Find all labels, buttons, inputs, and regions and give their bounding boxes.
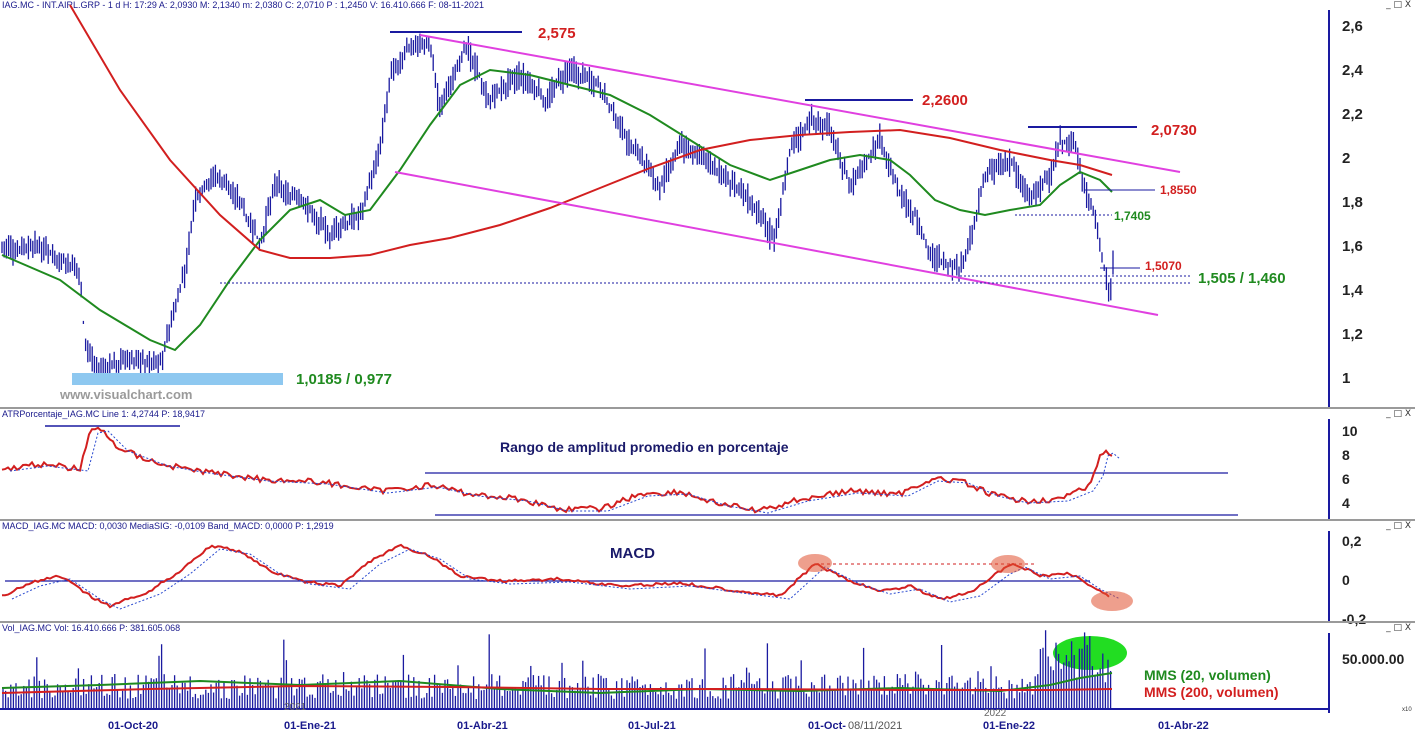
atr-chart-svg	[1, 425, 1238, 516]
ytick-1-2: 1,2	[1342, 326, 1363, 343]
macd-layer	[1, 543, 1133, 611]
price-header: IAG.MC - INT.AIRL.GRP - 1 d H: 17:29 A: …	[2, 0, 484, 10]
ytick-1-8: 1,8	[1342, 194, 1363, 211]
atr-layer	[1, 425, 1238, 516]
volume-ytick: 50.000.00	[1342, 651, 1405, 667]
atr-ytick-10: 10	[1342, 423, 1358, 439]
macd-window-controls[interactable]: _ □ X	[1386, 521, 1411, 531]
label-15070: 1,5070	[1145, 259, 1182, 273]
channel-upper	[419, 34, 1181, 173]
legend-mms-200: MMS (200, volumen)	[1144, 684, 1279, 700]
volume-layer	[0, 630, 1328, 710]
atr-ytick-6: 6	[1342, 471, 1350, 487]
label-20730: 2,0730	[1151, 122, 1197, 139]
year-mark-2021: 2021	[284, 702, 307, 713]
volume-chart-svg	[0, 630, 1328, 710]
xlabel-date: 08/11/2021	[848, 720, 903, 732]
ytick-1-6: 1,6	[1342, 238, 1363, 255]
xlabel-oct-21: 01-Oct-	[808, 720, 846, 732]
price-chart-svg	[1, 4, 1190, 385]
label-22600: 2,2600	[922, 92, 968, 109]
volume-window-controls[interactable]: _ □ X	[1386, 623, 1411, 633]
macd-peak-highlight	[798, 554, 832, 572]
panel-separator[interactable]	[0, 621, 1415, 623]
ytick-2: 2	[1342, 150, 1351, 167]
panel-separator[interactable]	[0, 407, 1415, 409]
low-support-zone	[72, 373, 283, 385]
macd-line	[1, 543, 1110, 609]
volume-ma-20	[1, 672, 1113, 695]
label-17405: 1,7405	[1114, 209, 1151, 223]
macd-ytick-0: 0	[1342, 572, 1350, 588]
ma-long-line	[69, 4, 1113, 259]
atr-ytick-8: 8	[1342, 447, 1350, 463]
ma-short-line	[1, 68, 1113, 352]
ytick-2-2: 2,2	[1342, 106, 1363, 123]
volume-corner: x10	[1402, 707, 1412, 713]
xlabel-abr-22: 01-Abr-22	[1158, 720, 1209, 732]
atr-panel[interactable]: ATRPorcentaje_IAG.MC Line 1: 4,2744 P: 1…	[0, 409, 1415, 519]
atr-y-axis: 10 8 6 4	[1328, 419, 1415, 519]
macd-header: MACD_IAG.MC MACD: 0,0030 MediaSIG: -0,01…	[2, 521, 334, 531]
macd-signal-line	[11, 548, 1121, 610]
ytick-1: 1	[1342, 370, 1351, 387]
volume-header: Vol_IAG.MC Vol: 16.410.666 P: 381.605.06…	[2, 623, 181, 633]
ytick-2-4: 2,4	[1342, 62, 1363, 79]
macd-chart-svg	[1, 543, 1133, 611]
label-18550: 1,8550	[1160, 183, 1197, 197]
macd-title: MACD	[610, 545, 655, 562]
volume-panel[interactable]: Vol_IAG.MC Vol: 16.410.666 P: 381.605.06…	[0, 623, 1415, 731]
channel-lower	[394, 171, 1159, 316]
price-layer	[1, 4, 1190, 385]
volume-y-axis: 50.000.00	[1328, 633, 1415, 713]
xlabel-oct-20: 01-Oct-20	[108, 720, 159, 732]
price-window-controls[interactable]: _ □ X	[1386, 0, 1411, 10]
xlabel-jul-21: 01-Jul-21	[628, 720, 676, 732]
label-support: 1,505 / 1,460	[1198, 270, 1286, 287]
panel-separator[interactable]	[0, 519, 1415, 521]
label-2575: 2,575	[538, 25, 576, 42]
macd-peak-highlight	[991, 555, 1025, 573]
atr-line	[1, 426, 1113, 514]
atr-ytick-4: 4	[1342, 495, 1350, 511]
macd-y-axis: 0,2 0 -0,2	[1328, 531, 1415, 627]
macd-ytick-neg-0-2: -0,2	[1342, 611, 1367, 627]
ytick-1-4: 1,4	[1342, 282, 1363, 299]
atr-header: ATRPorcentaje_IAG.MC Line 1: 4,2744 P: 1…	[2, 409, 205, 419]
macd-panel[interactable]: MACD_IAG.MC MACD: 0,0030 MediaSIG: -0,01…	[0, 521, 1415, 627]
price-panel[interactable]: IAG.MC - INT.AIRL.GRP - 1 d H: 17:29 A: …	[0, 0, 1415, 407]
atr-signal-line	[9, 430, 1121, 514]
atr-window-controls[interactable]: _ □ X	[1386, 409, 1411, 419]
ytick-2-6: 2,6	[1342, 18, 1363, 35]
year-mark-2022: 2022	[984, 708, 1007, 719]
xlabel-ene-21: 01-Ene-21	[284, 720, 336, 732]
watermark: www.visualchart.com	[60, 387, 193, 402]
label-low: 1,0185 / 0,977	[296, 371, 392, 388]
xlabel-ene-22: 01-Ene-22	[983, 720, 1035, 732]
macd-trough-highlight	[1091, 591, 1133, 611]
atr-title: Rango de amplitud promedio en porcentaje	[500, 439, 789, 455]
xlabel-abr-21: 01-Abr-21	[457, 720, 508, 732]
legend-mms-20: MMS (20, volumen)	[1144, 667, 1271, 683]
price-y-axis: 2,6 2,4 2,2 2 1,8 1,6 1,4 1,2 1	[1328, 10, 1415, 407]
volume-ma-200	[1, 684, 1113, 694]
macd-ytick-0-2: 0,2	[1342, 533, 1362, 549]
